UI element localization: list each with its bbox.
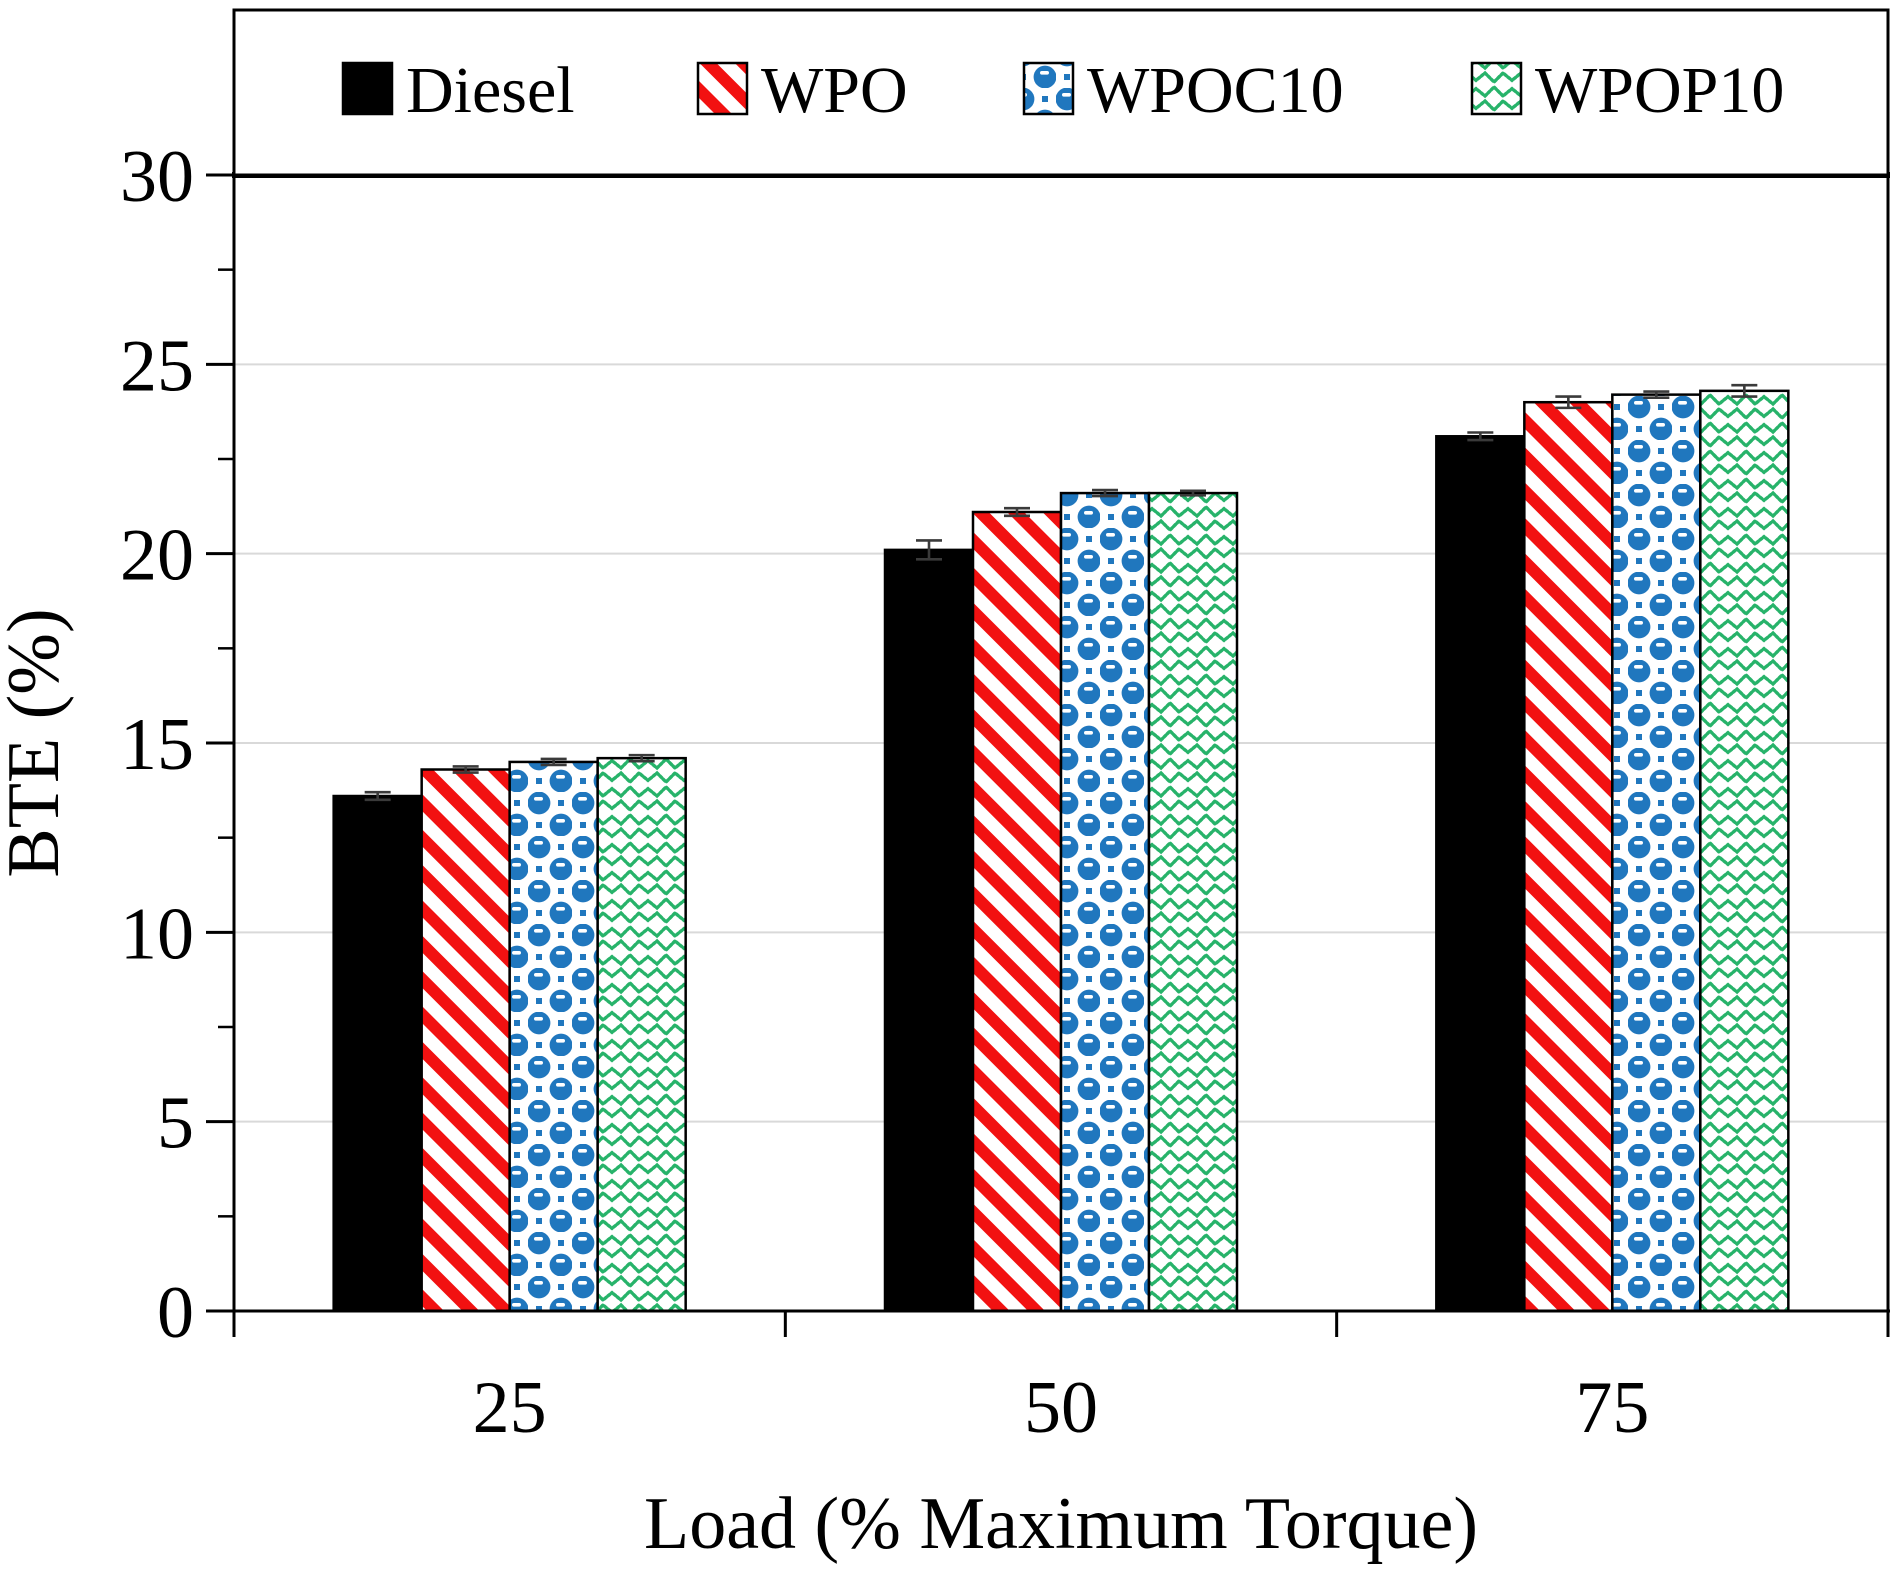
errorbar-diesel-50 xyxy=(916,539,942,561)
y-axis-title: BTE (%) xyxy=(0,608,75,877)
errorbar-wpo-75 xyxy=(1555,395,1582,410)
bar-wpoc10-50 xyxy=(1059,491,1151,1313)
errorbar-wpop10-25 xyxy=(628,753,655,763)
bar-wpo-25 xyxy=(420,768,511,1313)
y-tick-label-0: 0 xyxy=(157,1272,194,1354)
bar-diesel-25 xyxy=(332,794,423,1313)
y-tick-label-25: 25 xyxy=(120,325,194,407)
legend-swatch-diesel xyxy=(341,61,394,116)
legend-item-wpop10: WPOP10 xyxy=(1470,54,1784,127)
errorbar-wpo-50 xyxy=(1004,506,1030,518)
errorbar-wpoc10-75 xyxy=(1643,390,1670,399)
legend-item-wpoc10: WPOC10 xyxy=(1022,54,1344,127)
y-axis-ticks: 0 5 10 15 20 25 30 xyxy=(120,136,234,1354)
legend-label-wpoc10: WPOC10 xyxy=(1087,54,1344,127)
x-axis-title: Load (% Maximum Torque) xyxy=(644,1483,1478,1565)
y-tick-label-5: 5 xyxy=(157,1083,194,1165)
legend-swatch-wpo xyxy=(696,61,749,116)
y-tick-label-15: 15 xyxy=(120,704,194,786)
legend-label-wpo: WPO xyxy=(761,54,908,127)
bar-wpoc10-25 xyxy=(508,760,599,1313)
errorbars-layer xyxy=(364,383,1758,802)
legend-label-diesel: Diesel xyxy=(406,54,575,127)
bar-diesel-50 xyxy=(883,548,975,1313)
x-axis-ticks: 25 50 75 xyxy=(232,1311,1890,1449)
errorbar-wpoc10-25 xyxy=(540,757,567,767)
legend-swatch-wpop10 xyxy=(1470,61,1523,116)
bar-wpop10-75 xyxy=(1699,389,1790,1313)
bar-wpoc10-75 xyxy=(1611,393,1702,1313)
legend: Diesel WPO WPOC10 WPOP10 xyxy=(232,8,1890,177)
errorbar-wpop10-75 xyxy=(1731,383,1758,398)
bar-wpop10-25 xyxy=(596,756,687,1313)
x-tick-label-50: 50 xyxy=(1024,1367,1098,1449)
errorbar-diesel-25 xyxy=(364,790,391,802)
errorbar-wpo-25 xyxy=(452,765,479,774)
x-tick-label-25: 25 xyxy=(473,1367,547,1449)
bar-diesel-75 xyxy=(1435,435,1526,1313)
y-tick-label-20: 20 xyxy=(120,515,194,597)
legend-item-wpo: WPO xyxy=(696,54,908,127)
x-tick-label-75: 75 xyxy=(1575,1367,1649,1449)
legend-item-diesel: Diesel xyxy=(341,54,575,127)
errorbar-wpop10-50 xyxy=(1180,489,1206,497)
legend-label-wpop10: WPOP10 xyxy=(1535,54,1784,127)
bar-wpo-75 xyxy=(1523,400,1614,1313)
bar-wpo-50 xyxy=(971,510,1063,1313)
bar-wpop10-50 xyxy=(1147,491,1239,1313)
errorbar-diesel-75 xyxy=(1467,431,1494,442)
y-tick-label-30: 30 xyxy=(120,136,194,218)
legend-swatch-wpoc10 xyxy=(1022,61,1075,116)
errorbar-wpoc10-50 xyxy=(1092,488,1118,498)
y-tick-label-10: 10 xyxy=(120,893,194,975)
bars-layer xyxy=(332,389,1790,1313)
